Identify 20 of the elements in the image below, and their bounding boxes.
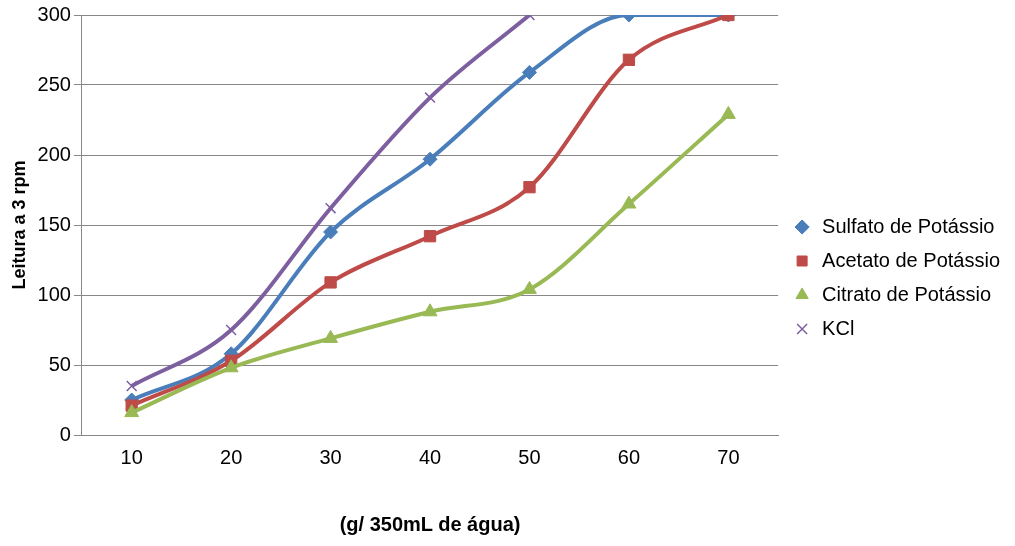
y-tick-label: 0 — [59, 422, 71, 445]
y-tick-label: 200 — [37, 142, 71, 165]
legend-label: KCl — [822, 316, 855, 339]
y-tick-label: 150 — [37, 212, 71, 235]
legend-label: Acetato de Potássio — [822, 248, 1000, 271]
y-tick-label: 300 — [37, 2, 71, 25]
y-tick-label: 250 — [37, 72, 71, 95]
y-tick-label: 50 — [48, 352, 71, 375]
x-tick-label: 50 — [518, 445, 541, 468]
y-tick-label: 100 — [37, 282, 71, 305]
legend-label: Citrato de Potássio — [822, 282, 992, 305]
x-tick-label: 20 — [220, 445, 243, 468]
x-axis-title: (g/ 350mL de água) — [339, 512, 521, 535]
x-tick-label: 70 — [717, 445, 740, 468]
x-tick-label: 60 — [617, 445, 641, 468]
legend-label: Sulfato de Potássio — [822, 214, 995, 237]
y-axis-title: Leitura a 3 rpm — [8, 160, 29, 290]
x-tick-label: 40 — [418, 445, 442, 468]
x-tick-label: 30 — [319, 445, 342, 468]
x-tick-label: 10 — [120, 445, 143, 468]
